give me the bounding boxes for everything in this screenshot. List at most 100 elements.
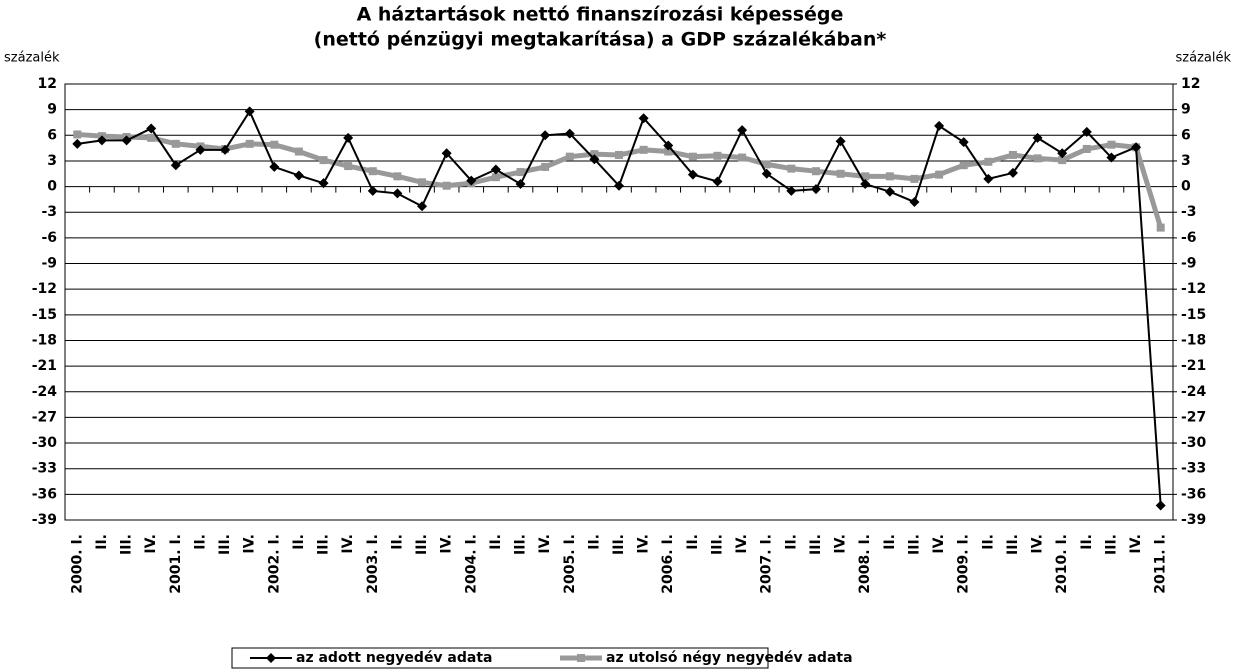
x-tick-label: IV.: [636, 534, 652, 554]
data-point: [835, 136, 846, 147]
x-tick-label: III.: [414, 534, 430, 555]
legend-box: [231, 647, 769, 669]
data-point: [171, 139, 180, 148]
data-point: [147, 133, 156, 142]
x-tick-label: 2001. I.: [168, 534, 184, 594]
y-axis-label: százalék: [4, 51, 60, 66]
data-point: [959, 161, 968, 170]
y2-tick-label: 3: [1181, 153, 1191, 169]
data-point: [565, 152, 574, 161]
data-point: [589, 154, 600, 165]
data-point: [1156, 223, 1165, 232]
data-point: [417, 201, 428, 212]
data-point: [934, 120, 945, 131]
y-tick-label: -39: [32, 512, 57, 528]
data-point: [319, 156, 328, 165]
y-tick-label: 3: [47, 153, 57, 169]
data-point: [343, 132, 354, 143]
y-tick-label: -33: [32, 461, 57, 477]
x-tick-label: II.: [1079, 534, 1095, 550]
data-point: [318, 178, 329, 189]
data-point: [761, 168, 772, 179]
data-point: [787, 164, 796, 173]
data-point: [1106, 152, 1117, 163]
data-point: [195, 144, 206, 155]
x-tick-label: III.: [906, 534, 922, 555]
data-point: [713, 151, 722, 160]
x-tick-label: II.: [192, 534, 208, 550]
data-point: [737, 125, 748, 136]
y-tick-label: -21: [32, 358, 57, 374]
y-tick-label: 6: [47, 127, 57, 143]
data-point: [1007, 167, 1018, 178]
data-point: [884, 186, 895, 197]
y2-tick-label: -12: [1181, 281, 1206, 297]
data-point: [811, 167, 820, 176]
x-tick-label: IV.: [931, 534, 947, 554]
y2-axis-label: százalék: [1176, 51, 1232, 66]
y2-tick-label: -24: [1181, 384, 1207, 400]
x-tick-label: III.: [119, 534, 135, 555]
plot-frame: [64, 83, 1174, 521]
x-tick-label: II.: [783, 534, 799, 550]
x-tick-label: 2007. I.: [759, 534, 775, 594]
data-point: [663, 140, 674, 151]
data-point: [393, 172, 402, 181]
x-tick-label: IV.: [734, 534, 750, 554]
y2-tick-label: -30: [1181, 435, 1207, 451]
data-point: [836, 169, 845, 178]
data-point: [738, 153, 747, 162]
y2-tick-label: -18: [1181, 332, 1206, 348]
data-point: [885, 172, 894, 181]
data-point: [861, 172, 870, 181]
data-point: [909, 196, 920, 207]
y-tick-label: 0: [47, 179, 57, 195]
y-tick-label: -24: [32, 384, 58, 400]
x-tick-label: 2011. I.: [1153, 534, 1169, 594]
data-point: [687, 169, 698, 180]
x-tick-label: 2004. I.: [463, 534, 479, 594]
data-point: [762, 160, 771, 169]
y2-tick-label: -15: [1181, 307, 1206, 323]
x-tick-label: III.: [513, 534, 529, 555]
x-tick-label: III.: [316, 534, 332, 555]
data-point: [638, 113, 649, 124]
data-point: [1082, 144, 1091, 153]
data-point: [664, 147, 673, 156]
x-tick-label: IV.: [833, 534, 849, 554]
data-point: [935, 170, 944, 179]
legend-label: az adott negyedév adata: [296, 650, 493, 666]
data-point: [1107, 140, 1116, 149]
data-point: [293, 170, 304, 181]
data-point: [1155, 500, 1166, 511]
y2-tick-label: -21: [1181, 358, 1206, 374]
x-tick-label: 2006. I.: [660, 534, 676, 594]
x-tick-label: 2003. I.: [365, 534, 381, 594]
data-point: [269, 161, 280, 172]
y2-tick-label: -27: [1181, 409, 1206, 425]
data-point: [810, 184, 821, 195]
y-tick-label: -9: [41, 256, 57, 272]
data-point: [688, 152, 697, 161]
y-tick-label: -18: [32, 332, 57, 348]
y2-tick-label: -3: [1181, 204, 1197, 220]
data-point: [466, 175, 477, 186]
chart-title: A háztartások nettó finanszírozási képes…: [357, 4, 844, 26]
data-point: [392, 188, 403, 199]
data-point: [515, 179, 526, 190]
data-point: [220, 144, 231, 155]
y2-tick-label: 12: [1181, 76, 1200, 92]
data-point: [441, 148, 452, 159]
data-point: [1057, 148, 1068, 159]
data-point: [1033, 154, 1042, 163]
data-point: [368, 167, 377, 176]
x-tick-label: IV.: [1030, 534, 1046, 554]
x-tick-label: III.: [808, 534, 824, 555]
data-point: [170, 160, 181, 171]
data-point: [146, 123, 157, 134]
y-tick-label: 12: [38, 76, 57, 92]
data-point: [1131, 142, 1142, 153]
chart-title: (nettó pénzügyi megtakarítása) a GDP szá…: [314, 29, 887, 51]
data-point: [490, 164, 501, 175]
data-point: [294, 147, 303, 156]
